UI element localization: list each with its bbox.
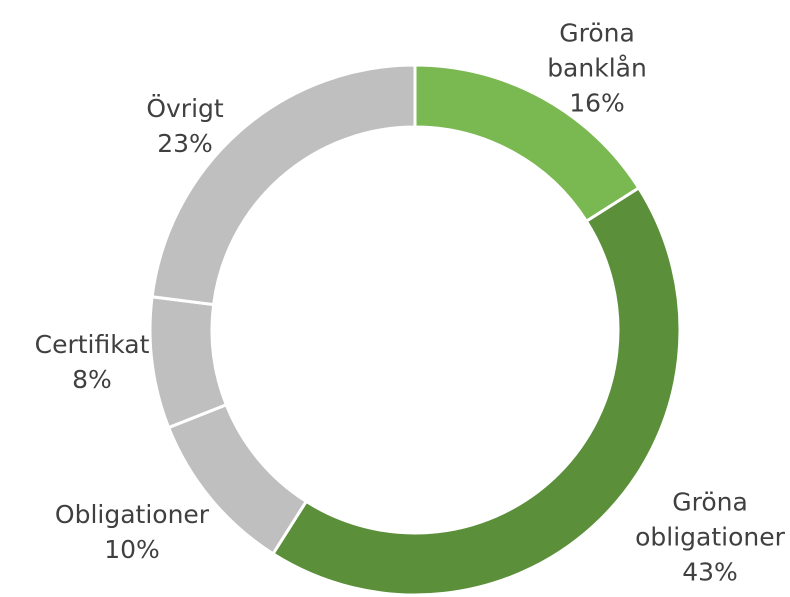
slice (270, 185, 682, 597)
value-label: 43% (682, 557, 738, 587)
slice-label: Obligationer 10% (32, 497, 232, 567)
category-name: Övrigt (146, 94, 224, 123)
category-name: Gröna banklån (547, 18, 647, 83)
value-label: 16% (569, 88, 625, 118)
value-label: 23% (157, 129, 213, 158)
category-name: Gröna obligationer (635, 487, 785, 552)
slice (150, 63, 417, 307)
category-name: Obligationer (54, 500, 210, 529)
value-label: 10% (104, 535, 160, 564)
value-label: 8% (72, 365, 112, 394)
slice-label: Gröna banklån 16% (532, 16, 662, 121)
slice-label: Övrigt 23% (120, 91, 250, 161)
slice-label: Certifikat 8% (12, 327, 172, 397)
category-name: Certifikat (34, 330, 150, 359)
slice-label: Gröna obligationer 43% (630, 485, 790, 590)
